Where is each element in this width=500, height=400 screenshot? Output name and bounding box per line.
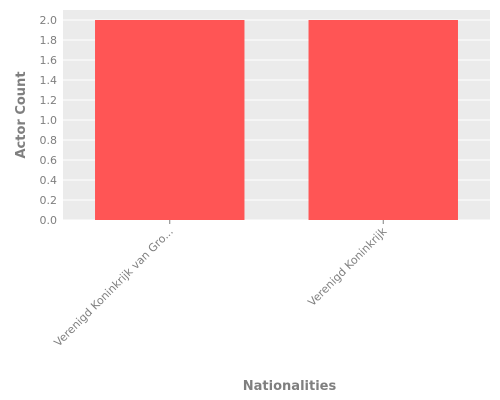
y-tick-labels: 0.0 0.2 0.4 0.6 0.8 1.0 1.2 1.4 1.6 1.8 2.0 xyxy=(40,14,58,227)
x-tick-label: Verenigd Koninkrijk van Gro... xyxy=(52,225,176,349)
x-axis-title: Nationalities xyxy=(243,379,337,394)
y-tick-label: 1.2 xyxy=(40,94,58,107)
x-tick-labels: Verenigd Koninkrijk van Gro... Verenigd K… xyxy=(52,220,390,349)
y-tick-label: 0.4 xyxy=(40,174,58,187)
y-tick-label: 0.6 xyxy=(40,154,58,167)
y-tick-label: 0.0 xyxy=(40,214,58,227)
y-tick-label: 1.6 xyxy=(40,54,58,67)
bars xyxy=(95,20,458,220)
y-tick-label: 1.8 xyxy=(40,34,58,47)
bar xyxy=(95,20,245,220)
y-tick-label: 0.8 xyxy=(40,134,58,147)
y-tick-label: 1.4 xyxy=(40,74,58,87)
y-axis-title: Actor Count xyxy=(14,71,29,158)
y-tick-label: 1.0 xyxy=(40,114,58,127)
bar xyxy=(308,20,458,220)
x-tick-label: Verenigd Koninkrijk xyxy=(305,224,389,308)
y-tick-label: 2.0 xyxy=(40,14,58,27)
y-tick-label: 0.2 xyxy=(40,194,58,207)
